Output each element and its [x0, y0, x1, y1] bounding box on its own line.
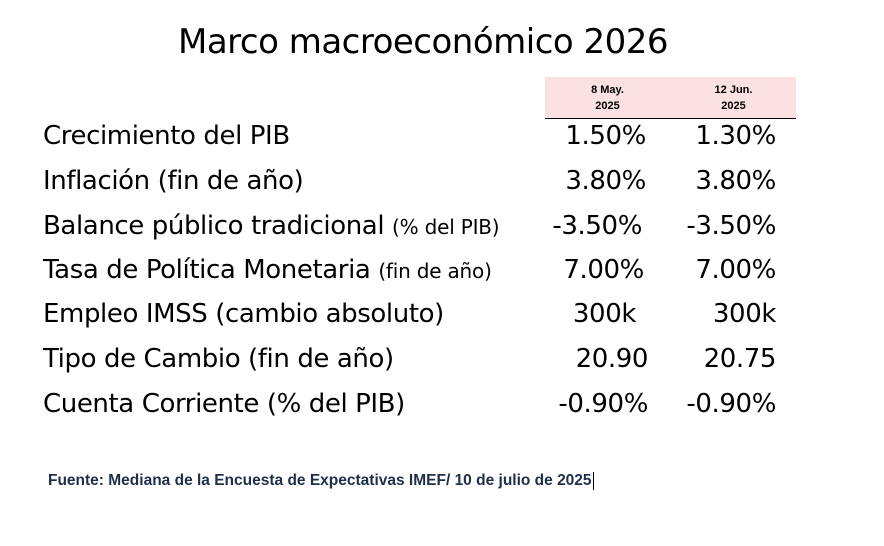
- row-value-balance-jun: -3.50%: [686, 211, 776, 241]
- row-label-text: Tasa de Política Monetaria: [43, 255, 371, 285]
- row-value-empleo-may: 300k: [572, 299, 636, 329]
- row-value-balance-may: -3.50%: [552, 211, 642, 241]
- row-label-inflacion: Inflación (fin de año): [43, 166, 304, 196]
- column-header-may: 8 May. 2025: [545, 82, 670, 114]
- row-label-text: Inflación (fin de año): [43, 166, 304, 196]
- column-header-jun-date: 12 Jun.: [714, 84, 753, 96]
- row-value-empleo-jun: 300k: [712, 299, 776, 329]
- row-value-inflacion-may: 3.80%: [565, 166, 646, 196]
- row-value-tasa-jun: 7.00%: [695, 255, 776, 285]
- row-label-text: Crecimiento del PIB: [43, 121, 290, 151]
- column-header-may-date: 8 May.: [591, 84, 624, 96]
- row-label-text: Empleo IMSS (cambio absoluto): [43, 299, 444, 329]
- row-label-cuenta: Cuenta Corriente (% del PIB): [43, 389, 405, 419]
- column-header-jun: 12 Jun. 2025: [671, 82, 796, 114]
- row-value-cuenta-jun: -0.90%: [686, 389, 776, 419]
- row-label-note: (fin de año): [378, 259, 492, 283]
- row-label-text: Tipo de Cambio (fin de año): [43, 344, 394, 374]
- row-value-tasa-may: 7.00%: [563, 255, 644, 285]
- source-note: Fuente: Mediana de la Encuesta de Expect…: [48, 472, 594, 490]
- column-header-band: 8 May. 2025 12 Jun. 2025: [545, 77, 796, 119]
- page-title: Marco macroeconómico 2026: [178, 22, 669, 62]
- row-value-cuenta-may: -0.90%: [558, 389, 648, 419]
- row-value-pib-may: 1.50%: [565, 121, 646, 151]
- row-label-text: Cuenta Corriente (% del PIB): [43, 389, 405, 419]
- row-value-tipo-cambio-jun: 20.75: [703, 344, 777, 374]
- row-label-note: (% del PIB): [392, 215, 500, 239]
- row-value-pib-jun: 1.30%: [695, 121, 776, 151]
- row-value-inflacion-jun: 3.80%: [695, 166, 776, 196]
- row-label-tipo-cambio: Tipo de Cambio (fin de año): [43, 344, 394, 374]
- row-value-tipo-cambio-may: 20.90: [575, 344, 649, 374]
- row-label-tasa: Tasa de Política Monetaria (fin de año): [43, 255, 492, 285]
- row-label-pib: Crecimiento del PIB: [43, 121, 290, 151]
- row-label-text: Balance público tradicional: [43, 211, 385, 241]
- column-header-may-year: 2025: [595, 100, 620, 112]
- column-header-jun-year: 2025: [721, 100, 746, 112]
- row-label-balance: Balance público tradicional (% del PIB): [43, 211, 500, 241]
- row-label-empleo: Empleo IMSS (cambio absoluto): [43, 299, 444, 329]
